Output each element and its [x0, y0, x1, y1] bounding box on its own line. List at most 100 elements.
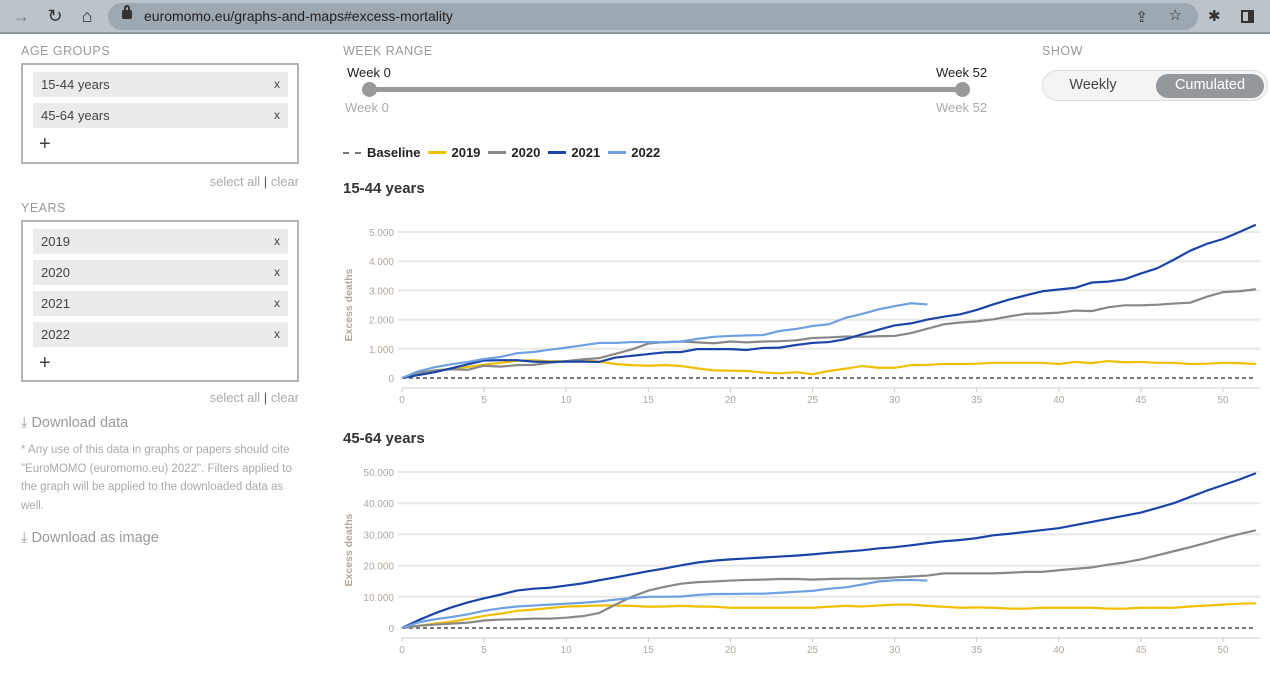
legend-swatch-2022: [608, 151, 627, 154]
clear-link[interactable]: clear: [270, 390, 299, 405]
chart-title-15-44: 15-44 years: [343, 180, 425, 197]
chip-label: 2019: [41, 234, 70, 249]
y-tick-label: 3.000: [369, 286, 394, 297]
home-icon[interactable]: ⌂: [81, 6, 93, 26]
y-tick-label: 30.000: [363, 530, 394, 541]
remove-icon[interactable]: x: [274, 108, 280, 122]
chip-label: 2022: [41, 327, 70, 342]
chart-title-45-64: 45-64 years: [343, 430, 425, 447]
address-bar[interactable]: euromomo.eu/graphs-and-maps#excess-morta…: [108, 3, 1198, 30]
week-range-label: WEEK RANGE: [343, 44, 433, 58]
show-toggle[interactable]: Weekly Cumulated: [1042, 70, 1268, 101]
legend-swatch-2021: [548, 151, 567, 154]
chart-legend: Baseline 2019 2020 2021 2022: [343, 145, 660, 160]
remove-icon[interactable]: x: [274, 234, 280, 248]
x-tick-label: 25: [807, 645, 819, 656]
x-tick-label: 30: [889, 395, 901, 405]
years-select[interactable]: 2019 x 2020 x 2021 x 2022 x +: [21, 220, 299, 382]
y-axis-label: Excess deaths: [343, 513, 355, 586]
x-tick-label: 45: [1135, 395, 1147, 405]
remove-icon[interactable]: x: [274, 296, 280, 310]
legend-label: 2020: [511, 145, 541, 160]
show-label: SHOW: [1042, 44, 1083, 58]
bookmark-star-icon[interactable]: ☆: [1168, 7, 1182, 24]
week-min-label: Week 0: [345, 100, 389, 115]
y-tick-label: 10.000: [363, 593, 394, 604]
forward-icon[interactable]: →: [12, 6, 30, 26]
chart-45-64: 0 10.000 20.000 30.000 40.000 50.000 0 5 10 15 20 2…: [343, 468, 1260, 656]
x-tick-label: 5: [481, 645, 487, 656]
y-tick-label: 40.000: [363, 499, 394, 510]
x-tick-label: 10: [561, 395, 573, 405]
chip-label: 45-64 years: [41, 108, 110, 123]
url-text: euromomo.eu/graphs-and-maps#excess-morta…: [144, 8, 453, 24]
y-axis-label: Excess deaths: [343, 268, 355, 341]
legend-label: 2021: [571, 145, 601, 160]
download-image-link[interactable]: ⤓ Download as image: [21, 530, 159, 546]
x-tick-label: 15: [643, 395, 655, 405]
series-line-2021: [401, 223, 1257, 380]
citation-note: * Any use of this data in graphs or pape…: [21, 444, 292, 512]
side-panel-icon[interactable]: [1241, 10, 1254, 23]
week-end-value: Week 52: [936, 65, 988, 80]
age-group-chip: 45-64 years x: [33, 103, 288, 128]
download-image-label: Download as image: [31, 530, 159, 546]
x-tick-label: 50: [1217, 645, 1229, 656]
lock-icon: [122, 5, 132, 19]
select-all-link[interactable]: select all: [209, 390, 261, 405]
series-line-2022: [401, 578, 928, 630]
x-tick-label: 40: [1053, 645, 1065, 656]
x-tick-label: 30: [889, 645, 901, 656]
week-end-handle[interactable]: [955, 82, 970, 97]
x-tick-label: 25: [807, 395, 819, 405]
years-label: YEARS: [21, 201, 66, 215]
series-line-2019: [401, 359, 1256, 380]
download-icon: ⤓: [21, 530, 28, 546]
legend-label: 2019: [451, 145, 481, 160]
weekly-option[interactable]: Weekly: [1069, 77, 1117, 93]
download-data-link[interactable]: ⤓ Download data: [21, 415, 128, 431]
browser-toolbar: → ↻ ⌂ euromomo.eu/graphs-and-maps#excess…: [0, 0, 1270, 34]
year-chip: 2019 x: [33, 229, 288, 254]
age-select-controls: select all | clear: [150, 174, 299, 189]
select-all-link[interactable]: select all: [209, 174, 261, 189]
series-line-2020: [401, 529, 1257, 630]
chip-label: 15-44 years: [41, 77, 110, 92]
week-start-handle[interactable]: [362, 82, 377, 97]
x-tick-label: 0: [399, 645, 405, 656]
share-icon[interactable]: ⇪: [1135, 9, 1148, 26]
chip-label: 2021: [41, 296, 70, 311]
age-groups-select[interactable]: 15-44 years x 45-64 years x +: [21, 63, 299, 164]
y-tick-label: 1.000: [369, 345, 394, 356]
remove-icon[interactable]: x: [274, 265, 280, 279]
week-max-label: Week 52: [936, 100, 988, 115]
add-icon[interactable]: +: [39, 352, 51, 374]
x-tick-label: 20: [725, 645, 737, 656]
clear-link[interactable]: clear: [270, 174, 299, 189]
y-tick-label: 20.000: [363, 562, 394, 573]
separator: |: [263, 390, 268, 405]
remove-icon[interactable]: x: [274, 77, 280, 91]
year-chip: 2022 x: [33, 322, 288, 347]
chart-15-44: 0 1.000 2.000 3.000 4.000 5.000 0 5 10 15 20 25 30 35…: [343, 223, 1260, 405]
age-group-chip: 15-44 years x: [33, 72, 288, 97]
x-tick-label: 0: [399, 395, 405, 405]
y-tick-label: 2.000: [369, 316, 394, 327]
series-line-2019: [401, 602, 1256, 630]
extensions-icon[interactable]: ✱: [1208, 8, 1221, 25]
x-tick-label: 15: [643, 645, 655, 656]
y-tick-label: 0: [388, 624, 394, 635]
legend-label: Baseline: [367, 145, 421, 160]
x-tick-label: 35: [971, 395, 983, 405]
x-tick-label: 40: [1053, 395, 1065, 405]
week-range-slider[interactable]: [369, 87, 962, 92]
cumulated-option[interactable]: Cumulated: [1156, 74, 1264, 98]
legend-label: 2022: [631, 145, 661, 160]
add-icon[interactable]: +: [39, 133, 51, 155]
remove-icon[interactable]: x: [274, 327, 280, 341]
legend-swatch-baseline: [343, 151, 361, 154]
reload-icon[interactable]: ↻: [47, 6, 63, 26]
y-tick-label: 4.000: [369, 257, 394, 268]
series-line-2021: [401, 472, 1257, 629]
y-tick-label: 50.000: [363, 468, 394, 479]
